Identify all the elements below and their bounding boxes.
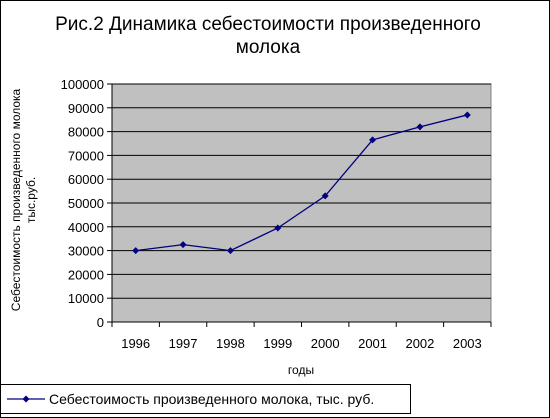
axes [111,84,492,327]
x-tick-label: 2002 [405,336,434,351]
x-tick-label: 2003 [453,336,482,351]
y-axis-title-line-1: Себестоимость произведенного молока [9,88,23,311]
y-tick-label: 80000 [68,125,104,140]
data-point [416,123,424,131]
data-point [179,241,187,249]
x-tick-label: 2001 [358,336,387,351]
y-tick-label: 20000 [68,267,104,282]
y-tick-labels: 0 10000 20000 30000 40000 50000 60000 70000 8000… [61,77,104,330]
x-tick-label: 1997 [169,336,198,351]
x-tick-labels: 1996 1997 1998 1999 2000 2001 2002 2003 [121,336,482,351]
gridlines [107,83,491,323]
y-tick-label: 50000 [68,196,104,211]
legend: Себестоимость произведенного молока, тыс… [0,384,411,414]
y-tick-label: 0 [97,315,104,330]
y-tick-label: 60000 [68,172,104,187]
x-tick-label: 1999 [263,336,292,351]
y-axis-title: Себестоимость произведенного молока тыс.… [9,88,38,311]
y-axis-title-line-2: тыс.руб. [24,177,38,223]
data-point [226,247,234,255]
y-tick-label: 40000 [68,220,104,235]
data-point [132,247,140,255]
data-point [463,111,471,119]
y-tick-label: 100000 [61,77,104,92]
data-point [321,192,329,200]
series [132,111,471,255]
chart-title-line-2: молока [236,37,301,58]
y-tick-label: 90000 [68,101,104,116]
y-tick-label: 70000 [68,148,104,163]
x-tick-label: 2000 [311,336,340,351]
legend-marker [7,395,45,403]
y-tick-label: 10000 [68,291,104,306]
x-axis-title: годы [288,363,314,377]
data-point [369,136,377,144]
legend-label: Себестоимость произведенного молока, тыс… [49,391,375,407]
x-tick-label: 1996 [121,336,150,351]
chart-title: Рис.2 Динамика себестоимости произведенн… [55,14,481,58]
series-line [135,114,468,252]
data-point [274,224,282,232]
y-tick-label: 30000 [68,244,104,259]
chart-title-line-1: Рис.2 Динамика себестоимости произведенн… [55,14,481,35]
x-tick-label: 1998 [216,336,245,351]
